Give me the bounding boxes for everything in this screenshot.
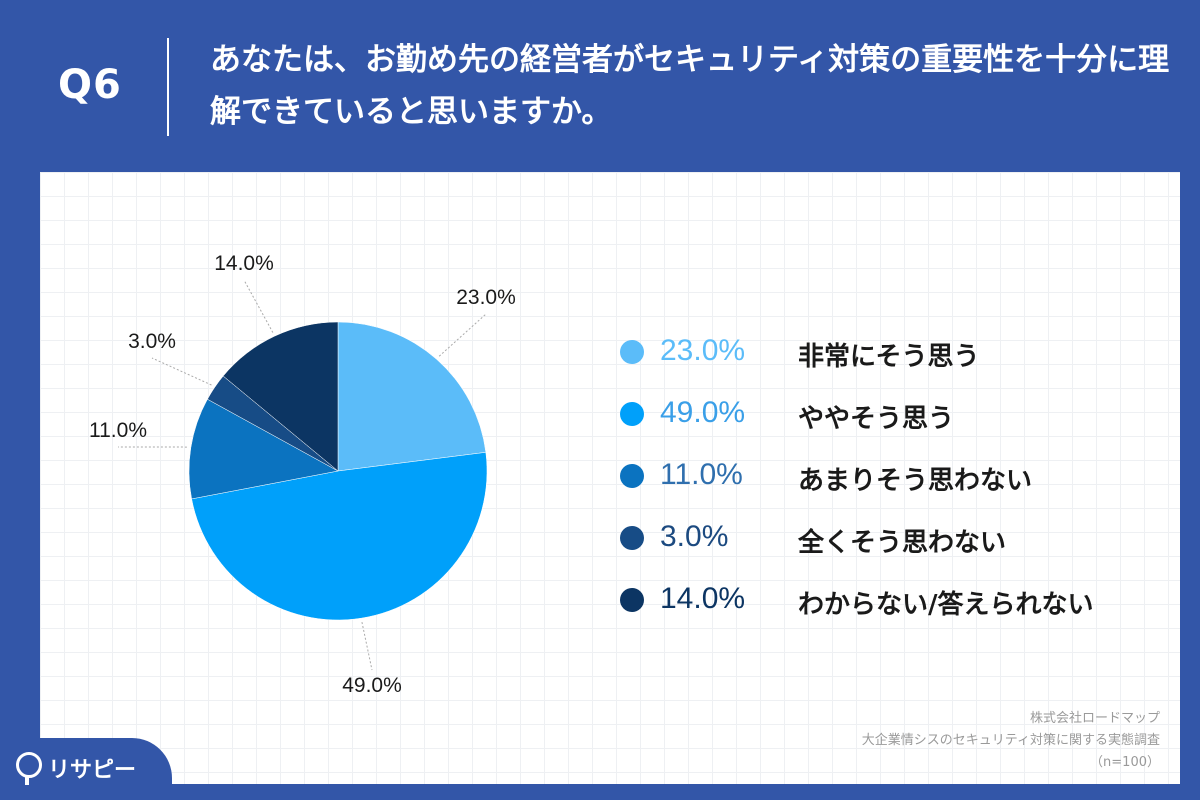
leader-lines [117,279,487,671]
legend-label: わからない/答えられない [798,590,1094,620]
header-divider [167,38,169,136]
footer-sample: （n=100） [1090,755,1160,770]
legend-item: 14.0% わからない/答えられない [620,578,1180,622]
legend-label: 全くそう思わない [798,528,1007,558]
header: Q6 あなたは、お勤め先の経営者がセキュリティ対策の重要性を十分に理解できている… [0,0,1200,172]
slice-value-label: 49.0% [342,674,402,697]
legend-dot [620,464,644,488]
pie-slice [188,398,339,500]
legend-item: 49.0% ややそう思う [620,392,1180,436]
slice-value-label: 23.0% [456,286,516,309]
brand-logo: リサピー [0,738,172,800]
legend-label: ややそう思う [798,404,955,434]
legend-dot [620,588,644,612]
legend-dot [620,340,644,364]
legend-value: 3.0% [660,520,729,553]
pie-slice [222,321,339,472]
legend-value: 23.0% [660,334,746,367]
legend-label: あまりそう思わない [798,466,1033,496]
legend-value: 14.0% [660,582,746,615]
leader-line [361,622,373,671]
slice-value-label: 3.0% [128,330,176,353]
legend-item: 11.0% あまりそう思わない [620,454,1180,498]
pin-icon [16,752,42,785]
slice-labels: 23.0% 49.0% 11.0% 3.0% 14.0% [89,252,516,697]
legend-value: 49.0% [660,396,746,429]
leader-line [243,279,274,333]
legend-dot [620,402,644,426]
legend-dot [620,526,644,550]
leader-line [151,357,212,386]
pie-slices [188,321,488,621]
slice-value-label: 11.0% [89,419,147,442]
footer-company: 株式会社ロードマップ [1029,711,1160,726]
slice-value-label: 14.0% [214,252,274,275]
question-number: Q6 [58,62,122,108]
pie-slice [337,321,487,472]
legend-item: 3.0% 全くそう思わない [620,516,1180,560]
pie-slice [191,452,488,621]
legend-item: 23.0% 非常にそう思う [620,330,1180,374]
leader-line [438,313,487,357]
brand-name: リサピー [48,758,137,783]
question-text: あなたは、お勤め先の経営者がセキュリティ対策の重要性を十分に理解できていると思い… [210,42,1170,130]
legend-label: 非常にそう思う [798,342,980,372]
footer: 株式会社ロードマップ 大企業情シスのセキュリティ対策に関する実態調査 （n=10… [862,708,1160,774]
legend-value: 11.0% [660,458,743,491]
footer-survey: 大企業情シスのセキュリティ対策に関する実態調査 [861,733,1160,748]
